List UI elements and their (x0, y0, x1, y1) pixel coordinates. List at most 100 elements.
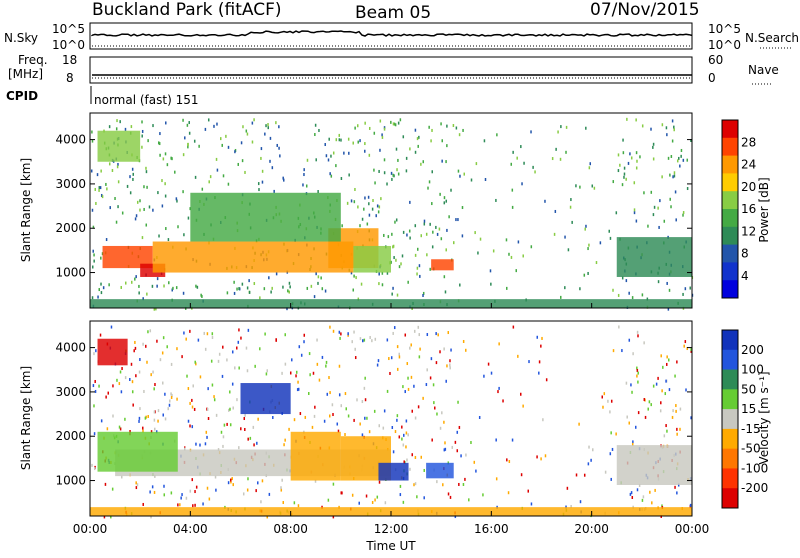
scatter-point (135, 275, 137, 279)
scatter-point (400, 262, 402, 266)
scatter-point (512, 150, 514, 154)
scatter-point (199, 443, 201, 447)
scatter-point (139, 407, 141, 411)
scatter-point (675, 409, 677, 413)
scatter-point (409, 346, 411, 350)
scatter-point (395, 218, 398, 222)
scatter-point (194, 360, 196, 364)
velocity-colorbar-label: Velocity [m s⁻¹] (757, 371, 771, 464)
scatter-point (635, 219, 638, 223)
freq-right-tick-bottom: 0 (708, 71, 716, 85)
scatter-point (406, 233, 408, 237)
scatter-point (266, 369, 269, 373)
scatter-point (445, 160, 447, 164)
scatter-point (601, 395, 603, 399)
scatter-point (371, 339, 373, 343)
scatter-point (170, 362, 173, 366)
scatter-point (184, 136, 186, 140)
scatter-point (661, 175, 663, 179)
scatter-point (356, 398, 358, 402)
scatter-point (407, 433, 409, 437)
scatter-point (527, 489, 530, 493)
scatter-point (432, 230, 434, 234)
scatter-point (109, 206, 111, 210)
scatter-point (520, 473, 523, 477)
velocity-ylabel: Slant Range [km] (19, 366, 33, 470)
cpid-label: CPID (6, 89, 38, 103)
scatter-point (553, 232, 556, 236)
scatter-point (676, 491, 678, 495)
scatter-point (417, 405, 420, 409)
scatter-point (165, 227, 167, 231)
scatter-point (172, 286, 174, 290)
scatter-point (420, 234, 423, 238)
scatter-point (390, 171, 393, 175)
scatter-point (189, 207, 191, 211)
scatter-point (187, 216, 190, 220)
scatter-point (245, 129, 248, 133)
scatter-point (528, 360, 530, 364)
scatter-point (269, 136, 272, 140)
scatter-point (306, 158, 309, 162)
scatter-point (532, 165, 534, 169)
scatter-point (169, 399, 171, 403)
scatter-point (108, 125, 111, 129)
scatter-point (405, 431, 408, 435)
scatter-point (377, 210, 380, 214)
scatter-point (267, 126, 269, 130)
scatter-point (281, 478, 283, 482)
scatter-point (344, 392, 347, 396)
scatter-point (398, 355, 401, 359)
scatter-point (293, 418, 296, 422)
scatter-point (538, 360, 541, 364)
scatter-point (153, 490, 156, 494)
scatter-point (191, 398, 193, 402)
scatter-point (244, 413, 246, 417)
scatter-point (182, 153, 185, 157)
scatter-point (363, 207, 365, 211)
scatter-point (327, 158, 330, 162)
scatter-point (257, 417, 259, 421)
scatter-point (147, 139, 149, 143)
scatter-point (166, 345, 168, 349)
scatter-point (413, 483, 415, 487)
scatter-point (338, 364, 341, 368)
scatter-point (682, 211, 685, 215)
scatter-point (91, 463, 93, 467)
scatter-point (120, 285, 122, 289)
scatter-point (223, 423, 226, 427)
scatter-point (686, 347, 689, 351)
scatter-point (441, 159, 443, 163)
scatter-point (368, 126, 371, 130)
scatter-point (512, 325, 515, 329)
scatter-point (215, 488, 217, 492)
scatter-point (153, 418, 156, 422)
scatter-point (495, 438, 497, 442)
scatter-point (340, 177, 343, 181)
scatter-point (177, 225, 179, 229)
colorbar-tick-label: -200 (741, 481, 768, 495)
scatter-point (218, 352, 221, 356)
scatter-point (136, 200, 139, 204)
scatter-point (432, 383, 435, 387)
scatter-point (261, 479, 264, 483)
scatter-point (643, 398, 646, 402)
scatter-point (404, 333, 407, 337)
scatter-point (227, 481, 230, 485)
scatter-point (139, 199, 141, 203)
scatter-point (630, 156, 633, 160)
scatter-point (325, 364, 327, 368)
scatter-point (612, 288, 614, 292)
scatter-point (222, 435, 225, 439)
scatter-point (651, 501, 653, 505)
scatter-point (232, 483, 234, 487)
scatter-point (338, 330, 341, 334)
scatter-point (395, 258, 397, 262)
colorbar-segment (722, 488, 738, 509)
scatter-point (317, 281, 319, 285)
scatter-point (286, 307, 288, 311)
scatter-point (609, 452, 612, 456)
scatter-point (145, 223, 148, 227)
scatter-point (180, 496, 182, 500)
scatter-point (102, 286, 105, 290)
